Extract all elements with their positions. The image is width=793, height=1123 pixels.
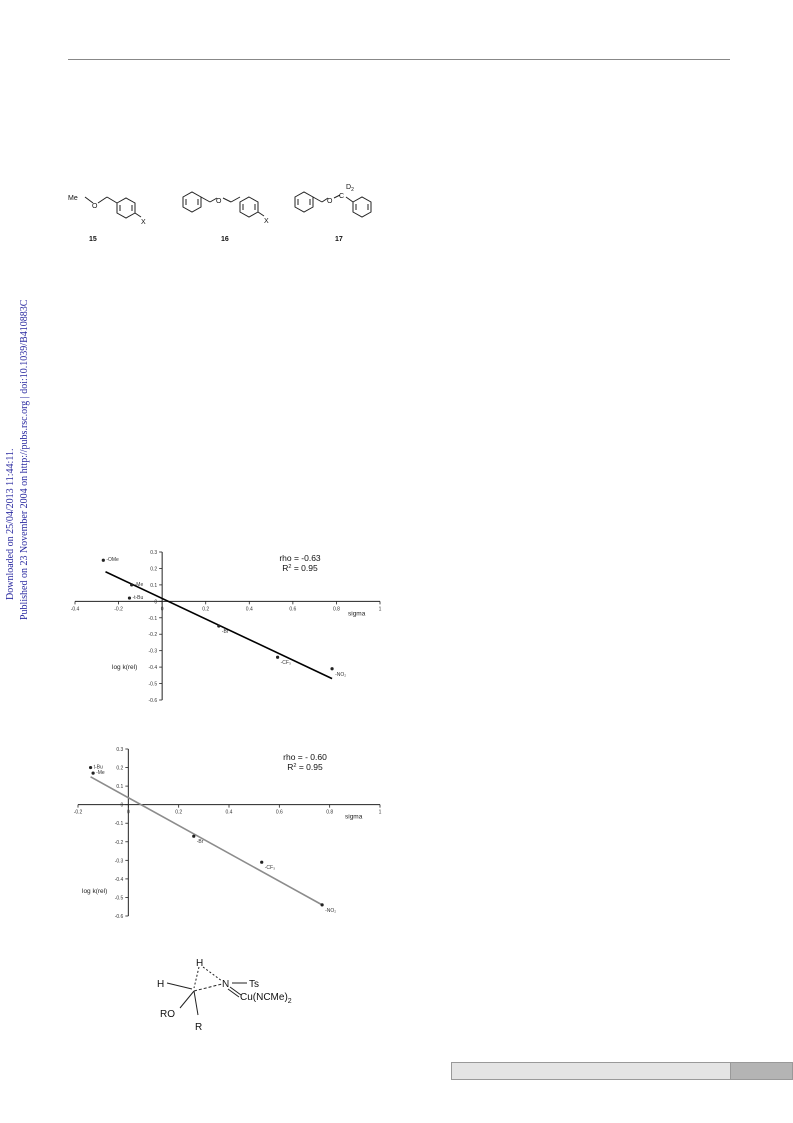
- data-point: [127, 596, 132, 600]
- ts-h-left: H: [157, 979, 164, 990]
- s15-oxygen-label: O: [92, 203, 98, 210]
- transition-state: H H N Ts Cu(NCMe)2 RO R: [157, 958, 292, 1033]
- x-tick-label: 0.2: [202, 606, 209, 612]
- s15-number: 15: [89, 236, 97, 243]
- ts-r-label: R: [195, 1022, 202, 1033]
- ts-ts-label: Ts: [249, 979, 259, 990]
- s17-number: 17: [335, 236, 343, 243]
- data-point-label: -CF₃: [265, 865, 275, 871]
- y-tick-label: -0.2: [115, 840, 124, 846]
- header-rule: [68, 59, 730, 60]
- r-squared-annotation: R2 = 0.95: [282, 563, 318, 573]
- x-tick-label: 0.6: [276, 810, 283, 816]
- y-axis-label: log k(rel): [112, 664, 137, 671]
- r-squared-annotation: R2 = 0.95: [287, 762, 323, 772]
- s16-oxygen-label: O: [216, 198, 222, 205]
- s17-deuterium-label: D2: [346, 184, 354, 193]
- y-tick-label: -0.5: [115, 895, 124, 901]
- data-point: [130, 583, 134, 587]
- x-tick-label: 1: [379, 810, 382, 816]
- y-tick-label: -0.6: [149, 698, 158, 704]
- data-point: [192, 834, 196, 838]
- data-point: [217, 624, 221, 628]
- s17-carbon-label: C: [339, 193, 344, 200]
- footer-bar: [451, 1062, 731, 1080]
- y-tick-label: 0: [154, 599, 157, 605]
- data-point: [260, 860, 264, 864]
- data-point-label: -Br: [222, 629, 229, 635]
- sidebar-published-line[interactable]: Published on 23 November 2004 on http://…: [19, 299, 30, 620]
- x-tick-label: 0.8: [326, 810, 333, 816]
- data-point-label: -OMe: [106, 557, 119, 563]
- x-tick-label: 0.4: [246, 606, 253, 612]
- x-axis-label: sigma: [345, 814, 363, 821]
- y-tick-label: -0.1: [149, 616, 158, 622]
- y-tick-label: -0.6: [115, 914, 124, 920]
- ts-n-label: N: [222, 979, 229, 990]
- data-point-label: t-Bu: [94, 765, 103, 771]
- data-point-label: -Me: [96, 770, 105, 776]
- y-tick-label: 0.2: [150, 566, 157, 572]
- data-point: [320, 903, 324, 907]
- y-tick-label: 0: [121, 803, 124, 809]
- hammett-plot-2: -0.2 0 0.2 0.4 0.6 0.8 10.30.20.10-0.1-0.2-0.3…: [74, 747, 382, 920]
- y-tick-label: -0.1: [115, 821, 124, 827]
- ts-h-top: H: [196, 958, 203, 969]
- y-tick-label: -0.4: [115, 877, 124, 883]
- s15-x-label: X: [141, 219, 146, 226]
- y-tick-label: 0.3: [150, 550, 157, 556]
- ts-ro-label: RO: [160, 1009, 175, 1020]
- data-point: [88, 765, 93, 770]
- x-tick-label: 0.2: [175, 810, 182, 816]
- y-tick-label: -0.3: [115, 858, 124, 864]
- trend-line: [90, 776, 323, 906]
- x-tick-label: 0: [161, 606, 164, 612]
- s15-me-label: Me: [68, 195, 78, 202]
- rho-annotation: rho = - 0.60: [283, 752, 327, 762]
- rho-annotation: rho = -0.63: [279, 553, 321, 563]
- data-point: [101, 558, 105, 562]
- x-axis-label: sigma: [348, 610, 366, 617]
- structures-15-16-17: Me O X 15 O X 16 O C D2 17: [68, 184, 372, 243]
- y-axis-label: log k(rel): [82, 888, 107, 895]
- s17-oxygen-label: O: [327, 198, 333, 205]
- x-tick-label: -0.2: [114, 606, 123, 612]
- y-tick-label: 0.1: [116, 784, 123, 790]
- data-point-label: -NO₂: [325, 908, 336, 914]
- x-tick-label: -0.2: [74, 810, 83, 816]
- ts-cu-label: Cu(NCMe)2: [240, 992, 292, 1005]
- x-tick-label: 0.8: [333, 606, 340, 612]
- data-point-label: -Br: [197, 839, 204, 845]
- y-tick-label: 0.3: [116, 747, 123, 753]
- s16-number: 16: [221, 236, 229, 243]
- x-tick-label: 0.4: [226, 810, 233, 816]
- data-point: [330, 667, 334, 671]
- data-point-label: -NO₂: [335, 672, 346, 678]
- footer-page-tab: [731, 1062, 793, 1080]
- y-tick-label: 0.2: [116, 766, 123, 772]
- s16-x-label: X: [264, 218, 269, 225]
- data-point-label: -t-Bu: [132, 595, 143, 601]
- x-tick-label: 0: [127, 810, 130, 816]
- x-tick-label: -0.4: [71, 606, 80, 612]
- y-tick-label: -0.3: [149, 649, 158, 655]
- hammett-plot-1: -0.4 -0.2 0 0.2 0.4 0.6 0.8 10.30.20.10-0.1-0.2…: [71, 550, 382, 704]
- data-point: [91, 771, 95, 775]
- y-tick-label: -0.4: [149, 665, 158, 671]
- x-tick-label: 0.6: [289, 606, 296, 612]
- data-point-label: -Me: [135, 582, 144, 588]
- x-tick-label: 1: [379, 606, 382, 612]
- download-sidebar: Downloaded on 25/04/2013 11:44:11. Publi…: [0, 290, 40, 630]
- data-point-label: -CF₃: [281, 660, 291, 666]
- data-point: [276, 655, 280, 659]
- y-tick-label: -0.2: [149, 632, 158, 638]
- y-tick-label: 0.1: [150, 583, 157, 589]
- y-tick-label: -0.5: [149, 682, 158, 688]
- sidebar-download-line: Downloaded on 25/04/2013 11:44:11.: [5, 449, 16, 600]
